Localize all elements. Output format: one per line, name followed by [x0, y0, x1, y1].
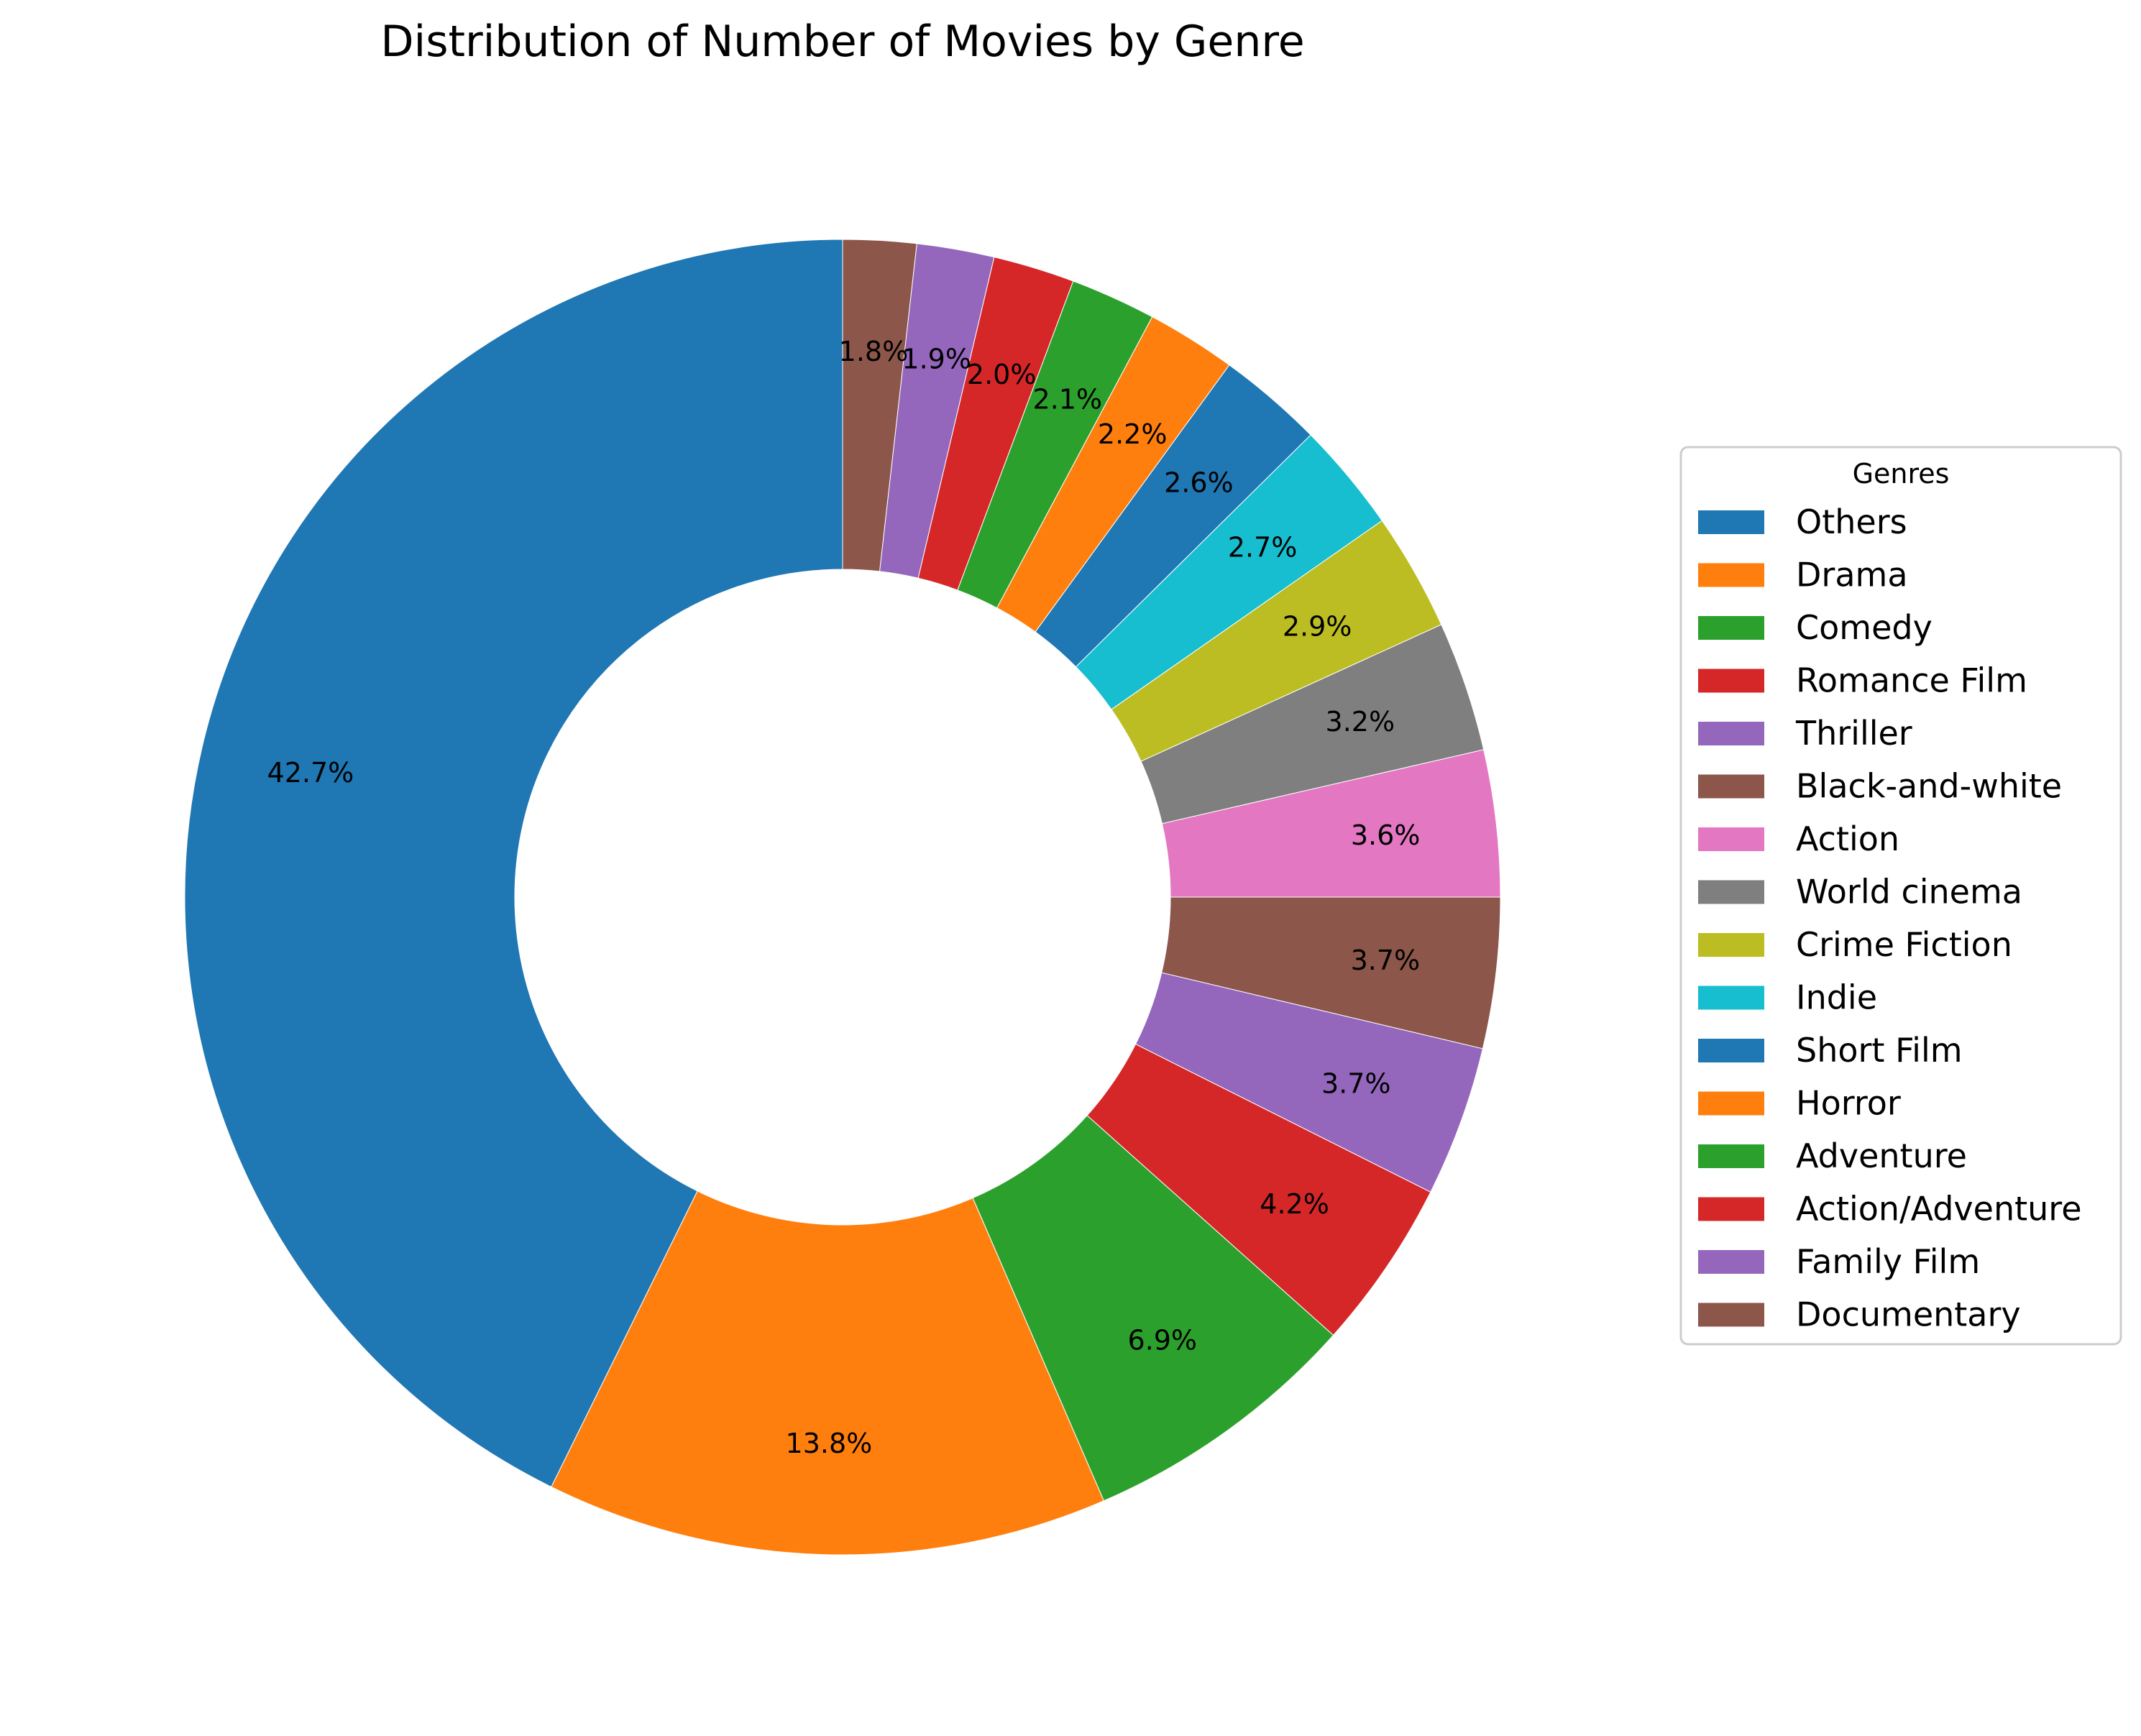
pct-label-crime-fiction: 2.9% [1283, 610, 1352, 642]
pct-label-thriller: 3.7% [1321, 1068, 1391, 1100]
pct-label-romance-film: 4.2% [1260, 1188, 1329, 1220]
legend-swatch-others [1698, 510, 1764, 534]
pie-slice-drama [551, 1190, 1105, 1556]
pct-label-world-cinema: 3.2% [1326, 706, 1395, 738]
pct-label-family-film: 1.9% [902, 343, 971, 375]
legend-swatch-horror [1698, 1091, 1764, 1116]
legend-label-romance-film: Romance Film [1796, 661, 2027, 700]
legend-swatch-black-and-white [1698, 774, 1764, 799]
legend-swatch-documentary [1698, 1303, 1764, 1327]
pct-label-drama: 13.8% [786, 1428, 873, 1459]
legend-swatch-romance-film [1698, 669, 1764, 693]
legend-swatch-crime-fiction [1698, 933, 1764, 957]
pct-label-short-film: 2.6% [1164, 467, 1234, 499]
legend-label-horror: Horror [1796, 1084, 1901, 1123]
pct-label-horror: 2.2% [1098, 418, 1168, 450]
legend-swatch-family-film [1698, 1250, 1764, 1274]
legend-swatch-adventure [1698, 1144, 1764, 1168]
legend-swatch-comedy [1698, 616, 1764, 640]
percentage-labels: 42.7% 13.8% 6.9% 4.2% 3.7% 3.7% 3.6% 3.2% 2.9% 2.… [267, 336, 1421, 1459]
legend-swatch-short-film [1698, 1039, 1764, 1062]
pct-label-black-and-white: 3.7% [1351, 945, 1421, 976]
pct-label-comedy: 6.9% [1128, 1324, 1198, 1356]
legend-label-action: Action [1796, 819, 1899, 858]
legend-label-world-cinema: World cinema [1796, 873, 2022, 911]
legend-swatch-indie [1698, 986, 1764, 1010]
legend: Genres Others Drama Comedy Romance Film Thri… [1679, 446, 2122, 1346]
legend-swatch-thriller [1698, 722, 1764, 745]
legend-swatch-action [1698, 827, 1764, 851]
legend-items: Others Drama Comedy Romance Film Thriller Bla… [1698, 502, 2082, 1334]
legend-label-thriller: Thriller [1795, 714, 1912, 753]
legend-label-drama: Drama [1796, 556, 1908, 594]
legend-label-black-and-white: Black-and-white [1796, 767, 2062, 806]
legend-title: Genres [1853, 458, 1950, 490]
legend-label-family-film: Family Film [1796, 1242, 1980, 1281]
legend-swatch-drama [1698, 563, 1764, 587]
pct-label-adventure: 2.1% [1032, 383, 1102, 415]
pie-slices [184, 239, 1501, 1556]
legend-frame [1679, 446, 2122, 1346]
legend-label-action-adventure: Action/Adventure [1796, 1190, 2082, 1228]
legend-label-others: Others [1796, 502, 1907, 541]
legend-label-adventure: Adventure [1796, 1136, 1967, 1175]
legend-label-comedy: Comedy [1796, 608, 1933, 647]
pie-slice-documentary [842, 239, 917, 572]
legend-label-crime-fiction: Crime Fiction [1796, 925, 2012, 964]
legend-swatch-action-adventure [1698, 1197, 1764, 1221]
legend-label-documentary: Documentary [1796, 1295, 2021, 1334]
pie-slice-others [184, 239, 843, 1488]
chart-title: Distribution of Number of Movies by Genr… [380, 17, 1304, 67]
pct-label-action: 3.6% [1351, 819, 1421, 851]
pct-label-action-adventure: 2.0% [967, 359, 1037, 390]
legend-label-indie: Indie [1796, 978, 1877, 1017]
pct-label-others: 42.7% [267, 757, 354, 789]
legend-swatch-world-cinema [1698, 880, 1764, 904]
legend-label-short-film: Short Film [1796, 1031, 1963, 1070]
pct-label-documentary: 1.8% [839, 336, 909, 367]
pct-label-indie: 2.7% [1228, 532, 1298, 564]
